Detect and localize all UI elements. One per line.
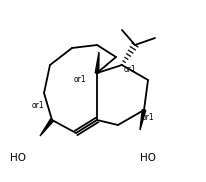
- Text: or1: or1: [32, 100, 44, 110]
- Text: HO: HO: [10, 153, 26, 163]
- Text: or1: or1: [74, 76, 86, 84]
- Text: or1: or1: [142, 114, 154, 122]
- Polygon shape: [40, 119, 53, 136]
- Polygon shape: [140, 110, 146, 130]
- Text: or1: or1: [124, 66, 136, 74]
- Polygon shape: [95, 52, 99, 73]
- Text: HO: HO: [140, 153, 156, 163]
